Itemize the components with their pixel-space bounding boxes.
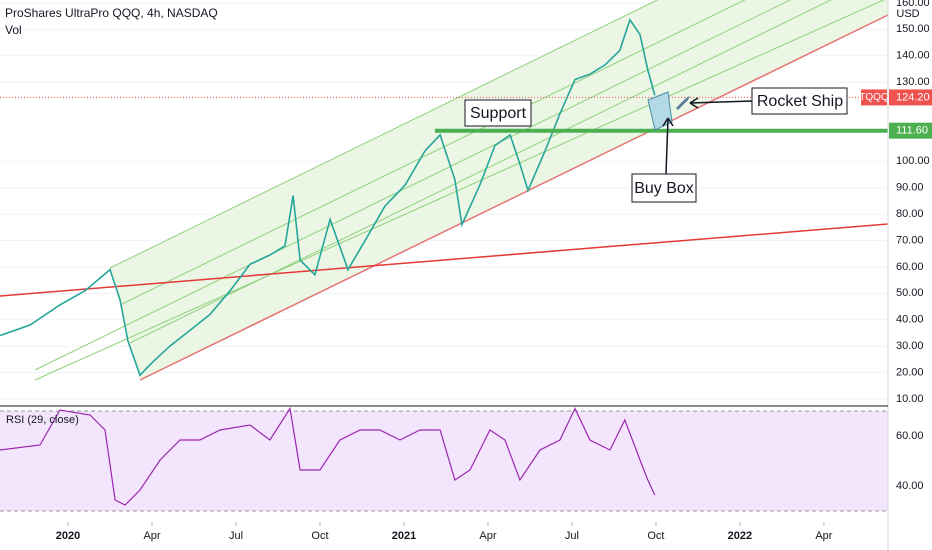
annotation: Rocket Ship bbox=[757, 93, 843, 110]
trend-line bbox=[0, 223, 889, 297]
y-tick-label: 60.00 bbox=[896, 261, 924, 273]
channel-line bbox=[109, 0, 659, 269]
rsi-band bbox=[0, 411, 888, 511]
channel-fill bbox=[110, 0, 888, 380]
annotation-box bbox=[631, 173, 697, 203]
arrow bbox=[689, 100, 753, 104]
y-tick-label: 20.00 bbox=[896, 366, 924, 378]
x-tick-label: Oct bbox=[311, 530, 328, 542]
annotation: Support bbox=[470, 105, 527, 122]
x-tick-label: Apr bbox=[479, 530, 496, 542]
x-tick-label: 2022 bbox=[728, 530, 752, 542]
support-badge bbox=[889, 122, 932, 139]
y-tick-label: 60.00 bbox=[896, 430, 924, 442]
x-tick-label: Oct bbox=[647, 530, 664, 542]
arrow-head bbox=[662, 117, 674, 127]
price-badge bbox=[889, 89, 932, 106]
volume-label: Vol bbox=[5, 23, 22, 37]
y-tick-label: 100.00 bbox=[896, 155, 930, 167]
y-tick-label: 90.00 bbox=[896, 182, 924, 194]
y-tick-label: 160.00 bbox=[896, 0, 930, 9]
y-tick-label: 150.00 bbox=[896, 23, 930, 35]
y-tick-label: 30.00 bbox=[896, 340, 924, 352]
annotation-box bbox=[464, 99, 532, 127]
channel-line bbox=[139, 14, 889, 381]
symbol-badge bbox=[861, 89, 887, 106]
y-tick-label: 40.00 bbox=[896, 314, 924, 326]
rsi-title: RSI (29, close) bbox=[6, 414, 79, 426]
symbol-label: TQQQ bbox=[859, 92, 889, 103]
x-tick-label: 2020 bbox=[56, 530, 80, 542]
annotation: Buy Box bbox=[634, 180, 694, 197]
y-tick-label: 10.00 bbox=[896, 393, 924, 405]
y-tick-label: 80.00 bbox=[896, 208, 924, 220]
x-tick-label: Jul bbox=[229, 530, 243, 542]
price-label: 124.20 bbox=[896, 91, 930, 103]
channel-line bbox=[34, 0, 885, 381]
arrow-head bbox=[689, 97, 699, 109]
x-tick-label: Apr bbox=[815, 530, 832, 542]
x-tick-label: 2021 bbox=[392, 530, 416, 542]
x-tick-label: Jul bbox=[565, 530, 579, 542]
arrow bbox=[665, 117, 669, 175]
chart-title: ProShares UltraPro QQQ, 4h, NASDAQ bbox=[5, 6, 218, 20]
y-tick-label: 50.00 bbox=[896, 287, 924, 299]
y-tick-label: 70.00 bbox=[896, 234, 924, 246]
channel-line bbox=[34, 0, 792, 371]
channel-line bbox=[129, 0, 832, 344]
x-tick-label: Apr bbox=[143, 530, 160, 542]
rocket-icon bbox=[676, 96, 690, 110]
series-line bbox=[0, 18, 656, 377]
y-tick-label: 140.00 bbox=[896, 50, 930, 62]
annotation-box bbox=[751, 87, 848, 115]
y-tick-label: 40.00 bbox=[896, 480, 924, 492]
series-line bbox=[0, 406, 656, 506]
currency-label: USD bbox=[896, 8, 919, 20]
support-label: 111.60 bbox=[896, 125, 928, 137]
y-tick-label: 130.00 bbox=[896, 76, 930, 88]
